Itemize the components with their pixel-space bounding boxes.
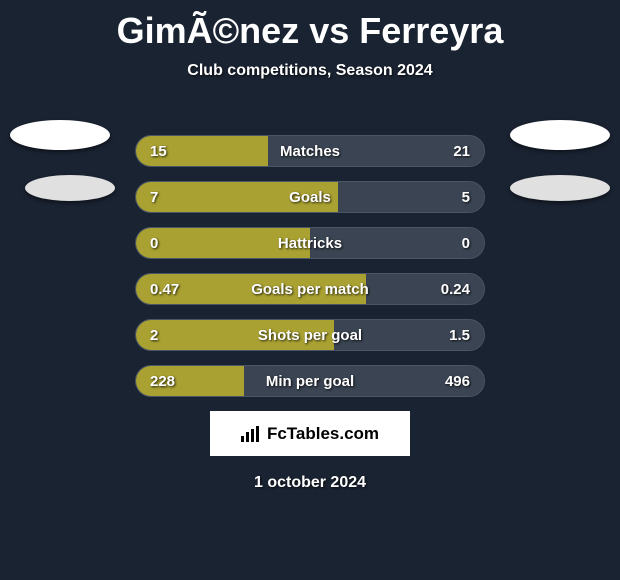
page-title: GimÃ©nez vs Ferreyra	[0, 0, 620, 52]
bar-label: Shots per goal	[136, 320, 484, 350]
comparison-chart: 1521Matches 75Goals 00Hattricks 0.470.24Goa…	[135, 135, 485, 397]
bar-label: Goals	[136, 182, 484, 212]
bar-label: Min per goal	[136, 366, 484, 396]
subtitle: Club competitions, Season 2024	[0, 62, 620, 80]
brand-box: FcTables.com	[210, 411, 410, 456]
comparison-row: 1521Matches	[135, 135, 485, 167]
bar-label: Matches	[136, 136, 484, 166]
bar-label: Goals per match	[136, 274, 484, 304]
comparison-row: 0.470.24Goals per match	[135, 273, 485, 305]
comparison-row: 75Goals	[135, 181, 485, 213]
comparison-row: 21.5Shots per goal	[135, 319, 485, 351]
player-photo-left-1	[10, 120, 110, 150]
comparison-row: 228496Min per goal	[135, 365, 485, 397]
player-photo-right-2	[510, 175, 610, 201]
brand-text: FcTables.com	[267, 424, 379, 444]
player-photo-left-2	[25, 175, 115, 201]
bar-label: Hattricks	[136, 228, 484, 258]
player-photo-right-1	[510, 120, 610, 150]
comparison-row: 00Hattricks	[135, 227, 485, 259]
date-label: 1 october 2024	[0, 474, 620, 492]
brand-bars-icon	[241, 426, 261, 442]
